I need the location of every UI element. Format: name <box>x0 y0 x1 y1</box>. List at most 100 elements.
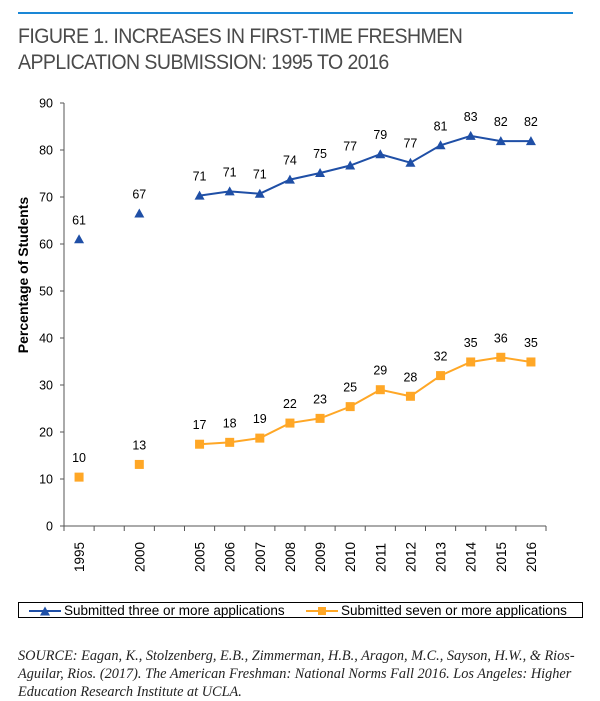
data-label: 61 <box>72 213 86 227</box>
data-label: 22 <box>283 397 297 411</box>
series-seven-or-more: 10 13 17 18 19 22 23 25 29 28 32 35 36 35 <box>72 331 538 482</box>
data-point-square <box>255 433 265 443</box>
series-three-or-more: 61 67 71 71 71 74 75 77 79 77 81 83 82 82 <box>72 110 538 244</box>
y-tick-label: 90 <box>39 97 53 111</box>
data-point-triangle <box>405 157 416 167</box>
x-tick-label: 2008 <box>283 542 298 572</box>
data-point-triangle <box>345 160 356 170</box>
data-point-triangle <box>284 174 295 184</box>
data-point-square <box>315 413 325 423</box>
figure-title: FIGURE 1. INCREASES IN FIRST-TIME FRESHM… <box>18 24 539 76</box>
data-label: 35 <box>464 336 478 350</box>
x-tick-label: 2013 <box>434 542 449 572</box>
y-tick-label: 10 <box>39 473 53 487</box>
data-point-triangle <box>435 140 446 150</box>
y-axis-label: Percentage of Students <box>15 197 31 354</box>
data-label: 77 <box>343 140 357 154</box>
data-point-square <box>225 437 235 447</box>
data-label: 36 <box>494 331 508 345</box>
data-label: 35 <box>524 336 538 350</box>
x-tick-label: 2014 <box>464 541 479 572</box>
data-point-triangle <box>495 136 506 146</box>
data-point-triangle <box>134 208 145 218</box>
data-label: 10 <box>72 451 86 465</box>
data-label: 29 <box>373 364 387 378</box>
legend-line-blue <box>29 606 61 615</box>
data-point-triangle <box>224 186 235 196</box>
y-tick-label: 80 <box>39 144 53 158</box>
data-label: 81 <box>434 119 448 133</box>
x-tick-label: 1995 <box>72 542 87 572</box>
data-point-square <box>405 391 415 401</box>
data-point-square <box>285 418 295 428</box>
x-tick-label: 2009 <box>313 542 328 572</box>
data-label: 71 <box>223 165 237 179</box>
data-point-square <box>496 352 506 362</box>
data-point-triangle <box>194 190 205 200</box>
data-label: 25 <box>343 381 357 395</box>
x-axis: 1995 2000 2005 2006 2007 2008 2009 2010 2011 2012… <box>63 525 547 572</box>
x-tick-label: 2007 <box>253 542 268 572</box>
data-point-triangle <box>315 168 326 178</box>
x-tick-label: 2016 <box>524 542 539 572</box>
x-tick-label: 2010 <box>343 542 358 572</box>
x-tick-label: 2005 <box>193 542 208 572</box>
legend-label-three-or-more: Submitted three or more applications <box>64 603 285 618</box>
data-label: 67 <box>132 187 146 201</box>
data-point-square <box>436 371 446 381</box>
figure-title-line2: APPLICATION SUBMISSION: 1995 TO 2016 <box>18 51 389 74</box>
legend-label-seven-or-more: Submitted seven or more applications <box>341 603 567 618</box>
chart-legend: Submitted three or more applications Sub… <box>18 602 583 618</box>
x-tick-label: 2000 <box>132 542 147 572</box>
data-label: 82 <box>494 115 508 129</box>
series-layer: 61 67 71 71 71 74 75 77 79 77 81 83 82 82 10 13 17 18 19 22… <box>72 110 538 482</box>
data-point-square <box>375 385 385 395</box>
square-marker-icon <box>318 606 326 615</box>
data-label: 77 <box>403 137 417 151</box>
data-label: 32 <box>434 350 448 364</box>
data-label: 23 <box>313 392 327 406</box>
data-label: 18 <box>223 416 237 430</box>
series-line <box>199 134 531 197</box>
data-label: 17 <box>193 418 207 432</box>
y-tick-label: 50 <box>39 285 53 299</box>
data-label: 71 <box>253 168 267 182</box>
y-tick-label: 30 <box>39 379 53 393</box>
legend-line-orange <box>306 606 338 615</box>
x-tick-label: 2006 <box>223 542 238 572</box>
y-tick-label: 60 <box>39 238 53 252</box>
data-point-triangle <box>74 234 85 244</box>
data-point-square <box>195 439 205 449</box>
y-axis: 0 10 20 30 40 50 60 70 80 90 <box>39 97 65 534</box>
data-point-square <box>134 459 144 469</box>
figure-title-line1: FIGURE 1. INCREASES IN FIRST-TIME FRESHM… <box>18 25 463 48</box>
top-accent-rule <box>18 12 573 14</box>
x-tick-label: 2011 <box>373 543 388 572</box>
data-label: 71 <box>193 170 207 184</box>
data-label: 83 <box>464 110 478 124</box>
legend-item-seven-or-more: Submitted seven or more applications <box>306 603 567 618</box>
line-chart: 0 10 20 30 40 50 60 70 80 90 1995 2000 2005 2006 2007… <box>15 97 547 572</box>
y-tick-label: 40 <box>39 332 53 346</box>
y-tick-label: 20 <box>39 426 53 440</box>
data-point-triangle <box>465 130 476 140</box>
series-line <box>199 356 532 446</box>
data-point-square <box>345 402 355 412</box>
legend-item-three-or-more: Submitted three or more applications <box>29 603 285 618</box>
data-label: 28 <box>403 370 417 384</box>
data-point-square <box>466 357 476 367</box>
data-point-square <box>526 357 536 367</box>
y-tick-label: 70 <box>39 191 53 205</box>
data-point-square <box>74 472 84 482</box>
data-label: 19 <box>253 412 267 426</box>
data-label: 82 <box>524 115 538 129</box>
data-point-triangle <box>375 149 386 159</box>
data-label: 75 <box>313 147 327 161</box>
data-point-triangle <box>525 136 536 146</box>
data-point-triangle <box>254 188 265 198</box>
x-tick-label: 2015 <box>494 542 509 572</box>
source-citation: SOURCE: Eagan, K., Stolzenberg, E.B., Zi… <box>18 648 575 700</box>
y-tick-label: 0 <box>46 520 53 534</box>
data-label: 13 <box>132 438 146 452</box>
triangle-marker-icon <box>40 606 50 615</box>
